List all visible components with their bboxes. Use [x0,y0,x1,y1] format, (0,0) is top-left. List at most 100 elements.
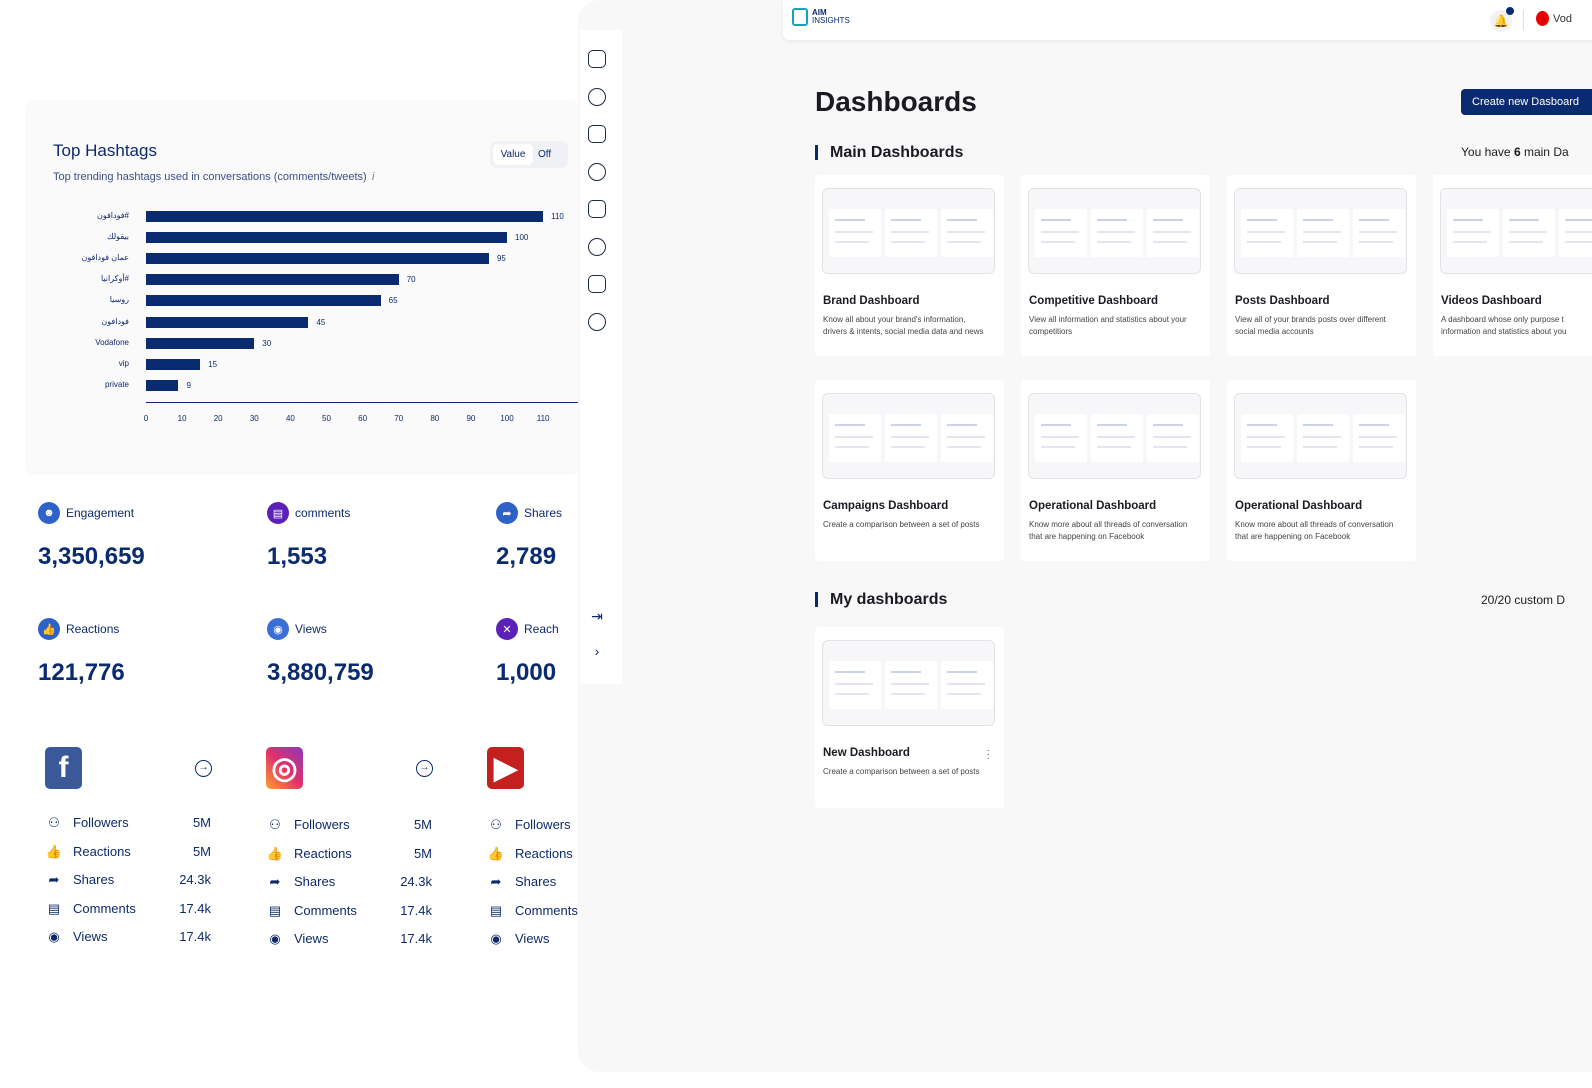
bar-label: فودافون# [96,211,129,220]
preview-line [1303,446,1337,448]
preview-line [1097,446,1131,448]
bar-label: private [104,379,129,389]
preview-line [1097,424,1127,426]
stat-shares: ➦ Shares [496,502,562,524]
bar-label: أوكرانيا# [100,274,129,284]
bar[interactable] [146,211,544,222]
main-dashboards-count: You have 6 main Da [1461,145,1569,159]
metric-value: 5M [413,845,432,861]
stat-label: comments [295,506,351,520]
preview-line [1041,424,1071,426]
clipboard-icon[interactable] [588,275,606,293]
bar-label: روسيا [109,295,129,305]
description-line: View all information and statistics abou… [1029,315,1187,324]
main-dashboards-heading: Main Dashboards [815,145,963,161]
facebook-icon[interactable]: f [45,747,82,789]
logo-text-1: AIM [812,8,827,17]
dashboard-preview-thumbnail [1234,393,1407,479]
bar[interactable] [146,274,399,286]
x-tick-label: 40 [285,414,295,423]
preview-line [891,446,925,448]
monitor-icon[interactable] [588,125,606,143]
dashboard-preview-thumbnail [822,188,995,274]
dashboard-card[interactable]: New Dashboard Create a comparison between… [815,627,1004,808]
header-divider [1523,10,1524,30]
search-analytics-icon[interactable] [588,87,606,106]
description-line: Create a comparison between a set of pos… [823,520,980,529]
info-icon[interactable]: i [372,171,375,183]
expand-icon[interactable]: › [594,643,600,659]
preview-line [835,241,869,243]
bar[interactable] [146,379,179,391]
preview-line [1247,231,1285,233]
preview-widget [941,661,993,709]
more-options-icon[interactable]: · · · [986,745,990,764]
reactions-icon: 👍 [45,843,63,859]
dashboard-title: Competitive Dashboard [1029,295,1159,307]
preview-line [1247,424,1277,426]
metric-label: Followers [294,817,350,832]
bar[interactable] [146,337,255,349]
preview-line [835,424,865,426]
preview-line [1453,219,1483,221]
preview-line [1153,446,1187,448]
preview-widget [829,209,881,257]
settings-icon[interactable] [588,312,606,331]
dashboard-card[interactable]: Operational Dashboard Know more about all… [1021,380,1210,561]
dashboard-card[interactable]: Brand Dashboard Know all about your brand… [815,175,1004,356]
bar[interactable] [146,253,489,265]
home-icon[interactable] [588,50,606,68]
open-instagram-arrow-icon[interactable]: → [416,760,433,777]
target-icon[interactable] [588,162,606,181]
dashboard-card[interactable]: Campaigns Dashboard Create a comparison b… [815,380,1004,561]
description-line: View all of your brands posts over diffe… [1235,315,1386,324]
stat-value: 1,553 [267,543,328,570]
bar-value: 9 [186,380,191,390]
dashboard-card[interactable]: Videos Dashboard A dashboard whose only p… [1433,175,1592,356]
toggle-off-option[interactable]: Off [538,149,552,160]
dashboard-title: New Dashboard [823,747,910,759]
toggle-value-option[interactable]: Value [493,144,533,165]
open-facebook-arrow-icon[interactable]: → [195,760,212,777]
preview-widget [1241,209,1293,257]
logo[interactable]: AIM INSIGHTS [792,8,850,26]
bar[interactable] [146,295,381,307]
account-menu[interactable]: Vod [1536,11,1572,26]
preview-widget [1503,209,1555,257]
preview-widget [885,414,937,462]
metric-label: Reactions [73,843,131,859]
search-chat-icon[interactable] [588,200,606,218]
stat-label: Views [295,622,327,636]
bar[interactable] [146,316,309,328]
instagram-icon[interactable]: ◎ [266,747,303,789]
metric-value: 5M [192,843,211,859]
preview-line [1097,219,1127,221]
preview-line [1041,241,1075,243]
stat-reactions: 👍 Reactions [38,618,119,640]
preview-line [1453,231,1491,233]
views-row: ◉ Views 17.4k [45,929,211,947]
metric-label: Views [515,931,550,946]
bar[interactable] [146,232,507,244]
comments-icon: ▤ [489,902,503,918]
x-axis-line [146,402,578,403]
hierarchy-icon[interactable] [588,237,606,256]
stat-comments: ▤ comments [267,502,350,524]
youtube-icon[interactable]: ▶ [487,747,524,789]
preview-line [1359,219,1389,221]
create-dashboard-button[interactable]: Create new Dasboard [1461,89,1592,115]
dashboard-card[interactable]: Posts Dashboard View all of your brands p… [1227,175,1416,356]
dashboard-card[interactable]: Operational Dashboard Know more about all… [1227,380,1416,561]
value-toggle[interactable]: Value Off [490,141,568,168]
notification-bell-icon[interactable]: 🔔 [1490,10,1512,32]
dashboard-card[interactable]: Competitive Dashboard View all informatio… [1021,175,1210,356]
preview-widget [829,414,881,462]
bar-label: vip [118,358,129,368]
metric-value: 17.4k [179,900,211,916]
metric-label: Views [294,931,329,946]
preview-line [1153,241,1187,243]
logout-icon[interactable]: ⇥ [591,608,603,624]
reactions-icon: 👍 [487,845,505,861]
preview-line [1509,241,1543,243]
bar[interactable] [146,358,201,370]
